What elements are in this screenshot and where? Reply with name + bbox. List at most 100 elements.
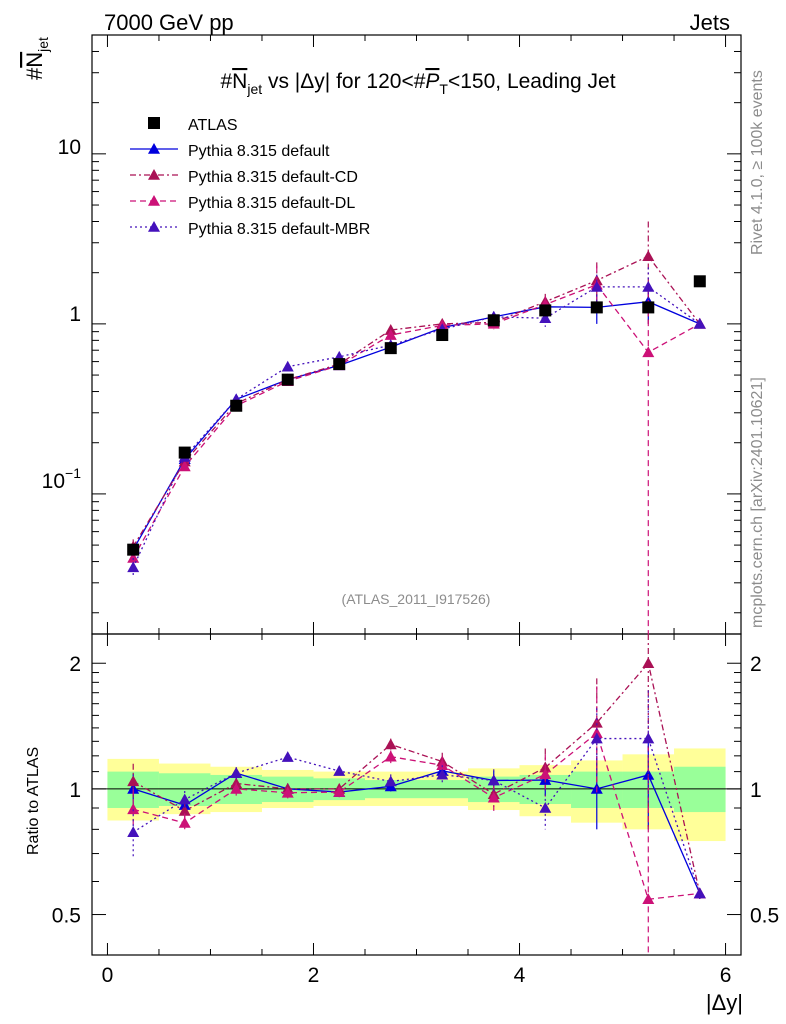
y-label-hash: # [22, 67, 47, 80]
header-right: Jets [690, 10, 730, 35]
point-ratio-mbr-9 [590, 732, 603, 744]
analysis-watermark: (ATLAS_2011_I917526) [342, 591, 491, 607]
legend-entry-mbr: Pythia 8.315 default-MBR [130, 221, 370, 238]
line-ratio-default [133, 770, 701, 894]
point-ratio-dl-1 [178, 816, 191, 828]
line-ratio-mbr [132, 737, 701, 894]
point-main-dl-1 [178, 460, 191, 472]
x-tick-label-6: 6 [720, 964, 732, 987]
point-ratio-mbr-11 [693, 887, 706, 899]
point-main-mbr-8 [539, 312, 552, 323]
tick-exp: −1 [65, 465, 81, 481]
main-y-tick-label-0.1: 10−1 [42, 465, 82, 493]
title-mid: vs |Δy| for 120<# [262, 70, 426, 93]
main-y-label: #Njet [22, 37, 51, 80]
data-point-10 [642, 301, 655, 314]
title-p-sub: T [439, 81, 448, 97]
point-ratio-mbr-7 [487, 774, 500, 786]
point-ratio-dl-10 [642, 893, 655, 905]
y-label-sub: jet [35, 37, 51, 53]
ratio-y-tick-label-right-2: 2 [750, 653, 762, 676]
ratio-y-label: Ratio to ATLAS [25, 747, 42, 855]
tick-base: 10 [42, 470, 65, 493]
point-ratio-dl-8 [539, 768, 552, 780]
line-main-cd [132, 255, 701, 547]
title-n-sub: jet [246, 81, 262, 97]
main-y-tick-label-1: 1 [69, 303, 81, 326]
point-ratio-mbr-3 [281, 751, 294, 762]
title-p: P [425, 70, 439, 93]
x-tick-label-0: 0 [102, 964, 114, 987]
data-point-5 [384, 342, 397, 355]
title-post: <150, Leading Jet [448, 70, 616, 93]
point-ratio-dl-4 [333, 786, 346, 797]
legend-marker-cd [148, 169, 160, 180]
chart-title: #Njet vs |Δy| for 120<#PT<150, Leading J… [220, 70, 615, 97]
point-ratio-cd-5 [384, 738, 397, 750]
x-tick-label-4: 4 [514, 964, 526, 987]
mcplots-label: mcplots.cern.ch [arXiv:2401.10621] [749, 377, 766, 628]
title-n: N [232, 70, 247, 93]
x-axis-label: |Δy| [706, 990, 743, 1015]
x-tick-label-2: 2 [308, 964, 320, 987]
title-pre: # [220, 70, 232, 93]
point-ratio-dl-5 [384, 750, 397, 762]
point-ratio-cd-0 [127, 775, 140, 787]
data-point-8 [539, 304, 552, 317]
point-ratio-dl-7 [487, 791, 500, 803]
header-left: 7000 GeV pp [104, 10, 234, 35]
point-main-dl-0 [127, 551, 140, 563]
legend-marker-dl [148, 195, 160, 206]
point-ratio-cd-1 [178, 804, 191, 816]
point-ratio-dl-9 [590, 727, 603, 738]
point-ratio-mbr-8 [539, 801, 552, 813]
legend-label-default: Pythia 8.315 default [188, 143, 330, 160]
y-label-n: N [22, 52, 47, 68]
legend-entry-data: ATLAS [148, 117, 238, 134]
line-main-mbr [132, 286, 701, 568]
point-ratio-dl-0 [127, 803, 140, 815]
rivet-label: Rivet 4.1.0, ≥ 100k events [749, 70, 766, 255]
point-ratio-mbr-6 [436, 768, 449, 780]
data-point-9 [590, 301, 603, 314]
point-main-mbr-10 [642, 280, 655, 292]
data-point-6 [436, 329, 449, 342]
ratio-y-tick-label-left-0.5: 0.5 [52, 905, 81, 928]
band-inner-11 [674, 766, 726, 813]
data-point-4 [333, 358, 346, 371]
line-ratio-cd [132, 661, 701, 894]
point-main-mbr-9 [590, 280, 603, 292]
point-ratio-dl-6 [436, 759, 449, 771]
legend-marker-data [148, 117, 160, 129]
ratio-y-tick-label-right-1: 1 [750, 779, 762, 802]
ratio-y-tick-label-left-1: 1 [69, 779, 81, 802]
ratio-y-tick-label-left-2: 2 [69, 653, 81, 676]
point-ratio-dl-2 [230, 782, 243, 794]
point-ratio-dl-3 [281, 786, 294, 798]
point-ratio-mbr-1 [178, 793, 191, 805]
point-main-mbr-11 [693, 317, 706, 329]
point-main-cd-10 [642, 250, 655, 262]
ratio-y-tick-label-right-0.5: 0.5 [750, 905, 779, 928]
point-ratio-mbr-5 [384, 775, 397, 787]
point-ratio-mbr-4 [333, 765, 346, 776]
legend-label-data: ATLAS [188, 117, 238, 134]
uncertainty-bands [107, 748, 726, 842]
point-ratio-mbr-10 [642, 732, 655, 744]
legend-marker-default [148, 143, 160, 154]
point-main-mbr-3 [281, 360, 294, 372]
point-ratio-mbr-2 [230, 767, 243, 778]
series-mbr [127, 267, 706, 899]
tick-labels: 0 2 4 6 0.5 0.5 1 1 2 2 [52, 653, 779, 987]
legend-entry-dl: Pythia 8.315 default-DL [130, 195, 355, 212]
data-point-1 [178, 446, 191, 459]
data-point-2 [230, 399, 243, 412]
legend: ATLAS Pythia 8.315 default Pythia 8.315 de… [130, 117, 370, 238]
data-point-3 [281, 373, 294, 386]
axes-and-ticks [91, 34, 742, 956]
legend-entry-default: Pythia 8.315 default [130, 143, 330, 160]
data-point-7 [487, 314, 500, 327]
series-atlas-data [127, 275, 706, 556]
legend-label-dl: Pythia 8.315 default-DL [188, 195, 355, 212]
